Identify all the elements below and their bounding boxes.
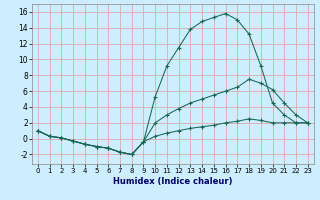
X-axis label: Humidex (Indice chaleur): Humidex (Indice chaleur) (113, 177, 233, 186)
